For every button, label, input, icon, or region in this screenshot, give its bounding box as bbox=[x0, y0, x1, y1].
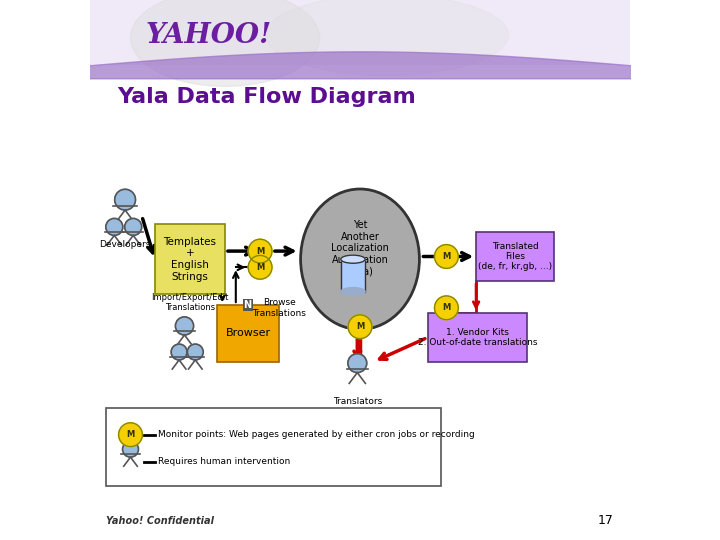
Text: M: M bbox=[442, 303, 451, 312]
Circle shape bbox=[348, 315, 372, 339]
FancyBboxPatch shape bbox=[476, 232, 554, 281]
Circle shape bbox=[171, 344, 187, 360]
Text: 17: 17 bbox=[598, 514, 613, 526]
Ellipse shape bbox=[301, 189, 419, 329]
Circle shape bbox=[176, 317, 194, 335]
Text: Translators: Translators bbox=[333, 397, 382, 406]
FancyBboxPatch shape bbox=[428, 313, 528, 362]
Text: YAHOO!: YAHOO! bbox=[145, 22, 272, 49]
Circle shape bbox=[125, 218, 142, 235]
Text: M: M bbox=[256, 247, 264, 255]
Text: M: M bbox=[442, 252, 451, 261]
Text: M: M bbox=[127, 430, 135, 439]
Ellipse shape bbox=[341, 255, 365, 263]
FancyBboxPatch shape bbox=[107, 408, 441, 486]
Circle shape bbox=[348, 354, 366, 373]
Circle shape bbox=[187, 344, 203, 360]
Circle shape bbox=[119, 423, 143, 447]
Text: Browser: Browser bbox=[225, 328, 271, 339]
Text: Monitor points: Web pages generated by either cron jobs or recording: Monitor points: Web pages generated by e… bbox=[158, 430, 474, 439]
Text: Requires human intervention: Requires human intervention bbox=[158, 457, 289, 466]
FancyBboxPatch shape bbox=[90, 0, 630, 65]
Circle shape bbox=[435, 245, 459, 268]
Ellipse shape bbox=[266, 0, 508, 76]
Circle shape bbox=[435, 296, 459, 320]
Text: M: M bbox=[256, 263, 264, 272]
Text: M: M bbox=[356, 322, 364, 331]
Text: Yahoo! Confidential: Yahoo! Confidential bbox=[107, 516, 215, 526]
FancyBboxPatch shape bbox=[341, 259, 365, 292]
Text: Browse
Translations: Browse Translations bbox=[252, 298, 306, 318]
Circle shape bbox=[122, 441, 138, 457]
Ellipse shape bbox=[130, 0, 320, 86]
Circle shape bbox=[114, 190, 135, 210]
Text: Import/Export/Edit
Translations: Import/Export/Edit Translations bbox=[151, 293, 228, 312]
Circle shape bbox=[248, 239, 272, 263]
Text: Yet
Another
Localization
Automation
(Yala): Yet Another Localization Automation (Yal… bbox=[331, 220, 389, 276]
Circle shape bbox=[248, 255, 272, 279]
FancyBboxPatch shape bbox=[217, 305, 279, 362]
Text: Yala Data Flow Diagram: Yala Data Flow Diagram bbox=[117, 87, 415, 107]
Ellipse shape bbox=[341, 287, 365, 296]
Text: Templates
+
English
Strings: Templates + English Strings bbox=[163, 237, 217, 281]
Circle shape bbox=[106, 218, 123, 235]
Text: 1. Vendor Kits
2. Out-of-date translations: 1. Vendor Kits 2. Out-of-date translatio… bbox=[418, 328, 537, 347]
Text: Developers: Developers bbox=[99, 240, 150, 249]
FancyBboxPatch shape bbox=[155, 224, 225, 294]
Text: Translated
Files
(de, fr, kr,gb, ...): Translated Files (de, fr, kr,gb, ...) bbox=[478, 241, 552, 272]
Text: N: N bbox=[243, 300, 252, 310]
